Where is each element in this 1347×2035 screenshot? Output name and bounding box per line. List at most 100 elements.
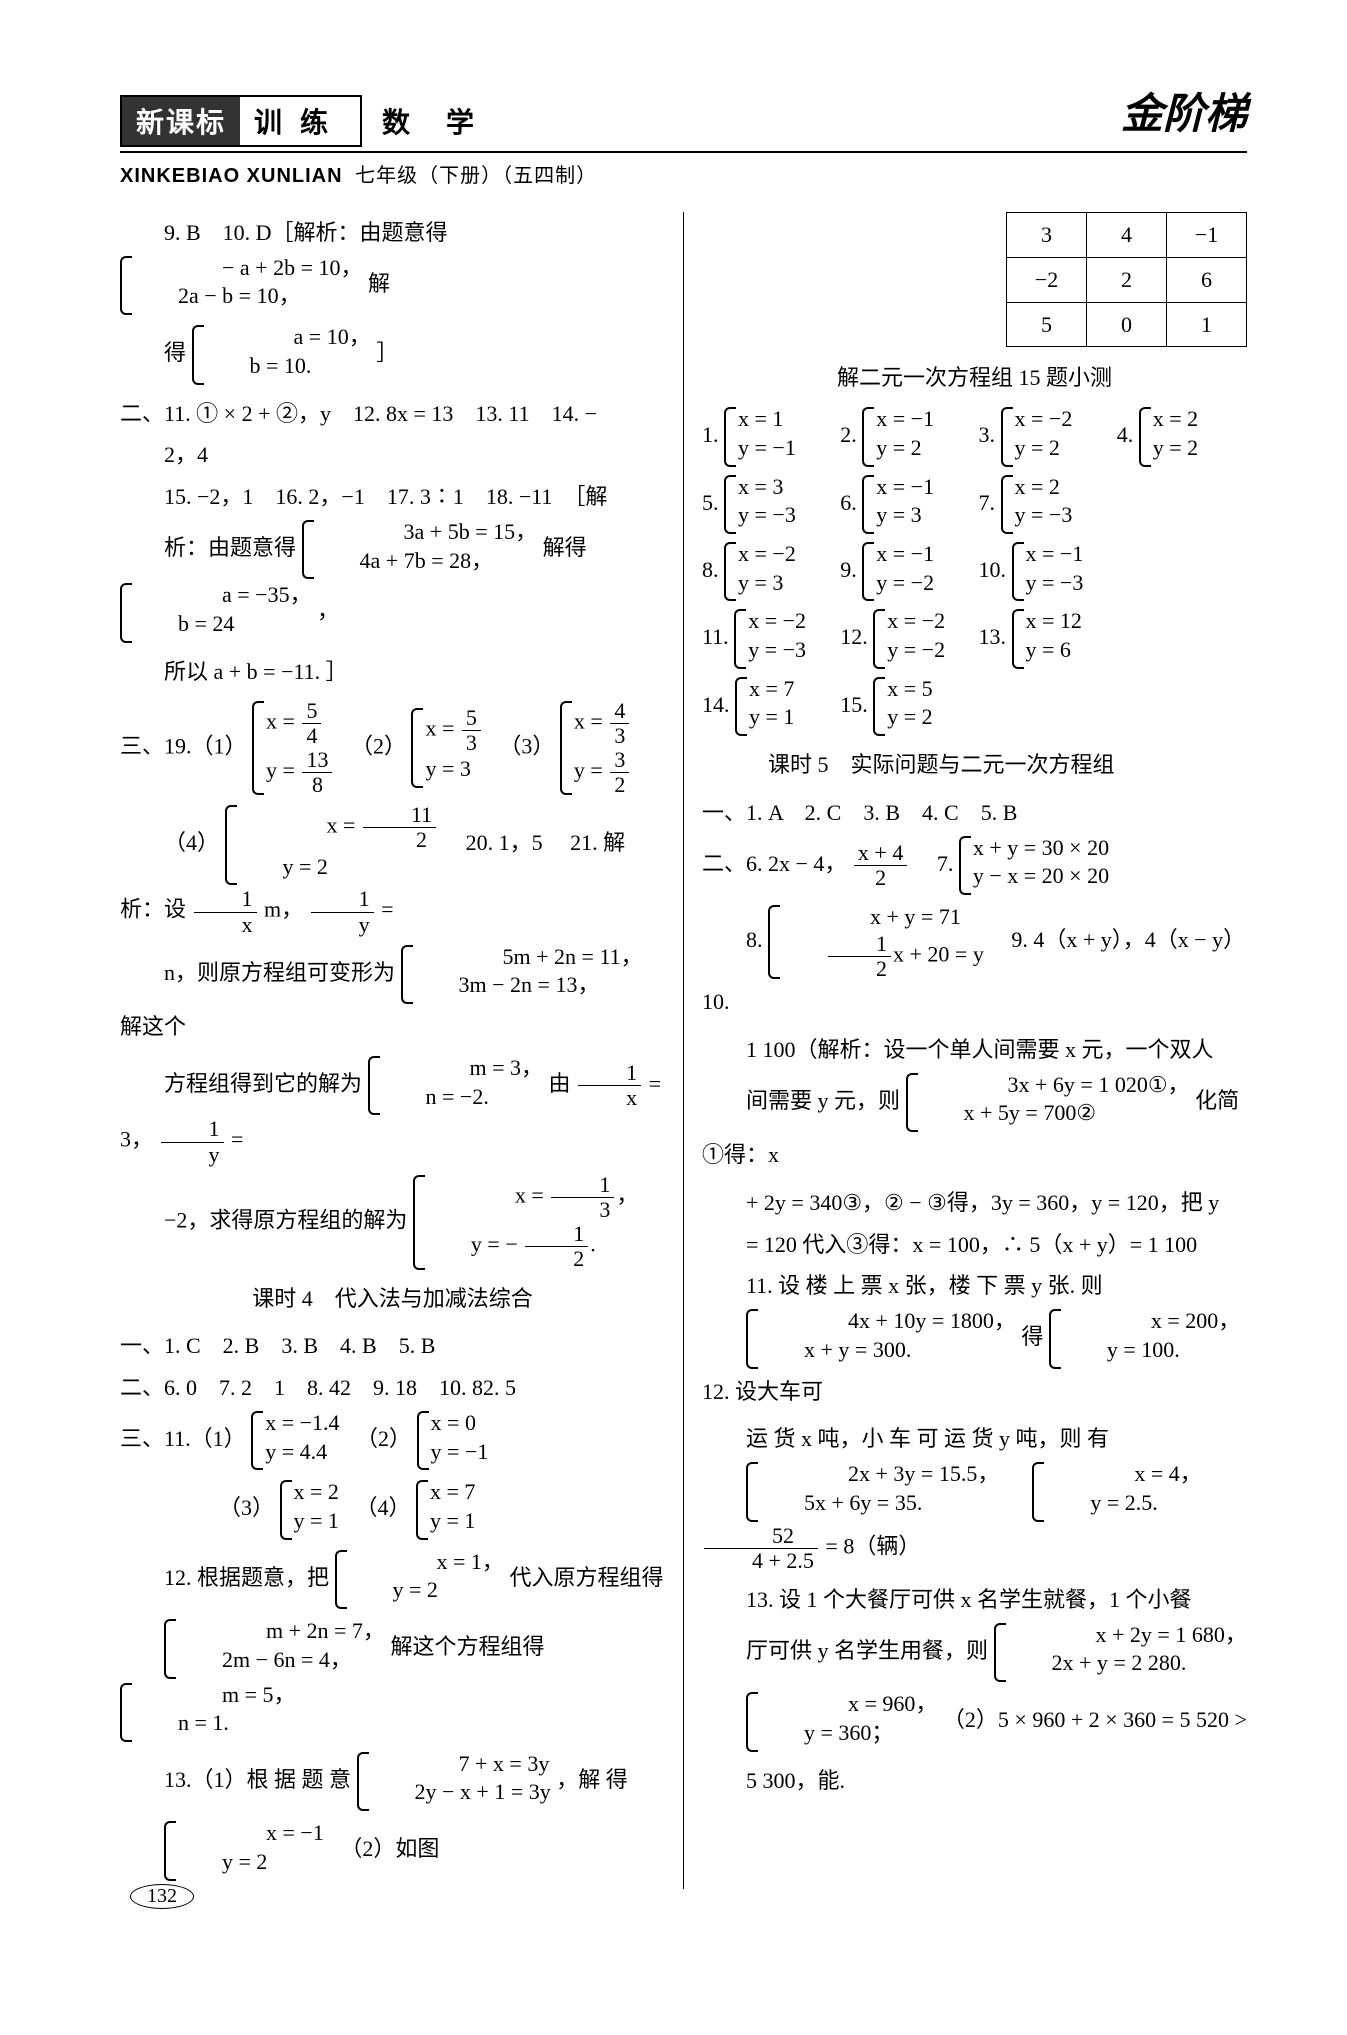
d: 4 + 2.5 [704,1549,818,1573]
n: 5 [302,699,321,724]
answer-item: 7. x = 2y = −3 [979,473,1109,536]
eq: y = 100. [1107,1337,1180,1362]
lesson4-title: 课时 4 代入法与加减法综合 [120,1278,665,1320]
text: 间需要 y 元，则 [746,1087,900,1112]
text: = 8（辆） [825,1533,920,1558]
text: m， [264,897,303,922]
l4-13: 13.（1）根 据 题 意 7 + x = 3y 2y − x + 1 = 3y… [120,1750,665,1813]
text: 解这个方程组得 [390,1634,544,1659]
title-light: 训练 [240,97,360,145]
answer-item: 14. x = 7y = 1 [702,675,832,738]
eq: x = 1， [437,1549,504,1574]
q9-10: 9. B 10. D［解析：由题意得 − a + 2b = 10， 2a − b… [120,212,665,317]
brace: 7 + x = 3y 2y − x + 1 = 3y [357,1750,551,1813]
title-box: 新课标 训练 [120,95,362,147]
eq: x = 2 [294,1479,339,1504]
d: 3 [551,1198,614,1222]
eq: 2a − b = 10， [178,283,301,308]
text: （2）5 × 960 + 2 × 360 = 5 520 > [943,1707,1247,1732]
brace: x + 2y = 1 680， 2x + y = 2 280. [994,1621,1247,1684]
l5-12b: 2x + 3y = 15.5， 5x + 6y = 35. x = 4， y =… [702,1460,1247,1573]
n: 3 [610,748,629,773]
cell: 0 [1087,302,1167,347]
brace: a = −35， b = 24 [120,581,312,644]
answer-item [1117,607,1247,670]
eq: x + y = 30 × 20 [973,835,1109,860]
brace: x = −1.4 y = 4.4 [251,1409,339,1472]
d: 3 [462,731,481,755]
sec2-line1: 二、11. ① × 2 + ②，y 12. 8x = 13 13. 11 14.… [120,393,665,435]
page-number-value: 132 [130,1884,194,1909]
eq: 7 + x = 3y [459,1751,550,1776]
d: 4 [302,724,321,748]
text: ，解 得 [556,1767,628,1792]
eq: 4a + 7b = 28， [360,548,494,573]
l5-13c: x = 960， y = 360； （2）5 × 960 + 2 × 360 =… [702,1690,1247,1753]
brace: 5m + 2n = 11， 3m − 2n = 13， [401,943,643,1006]
cell: 1 [1167,302,1247,347]
eq: b = 10. [250,353,312,378]
n: 1 [194,887,257,912]
eq: x = 960， [848,1691,937,1716]
sec2-line4: 析：由题意得 3a + 5b = 15， 4a + 7b = 28， 解得 a … [120,518,665,645]
s21-line3: 方程组得到它的解为 m = 3， n = −2. 由 1x = 3， 1y = [120,1054,665,1167]
eq: a = −35， [222,582,312,607]
answer-item: 8. x = −2y = 3 [702,540,832,603]
eq: 5m + 2n = 11， [503,944,643,969]
n: x + 4 [854,841,907,866]
eq: y = 2 [283,854,328,879]
answer-item: 6. x = −1y = 3 [840,473,970,536]
text: x + 20 = y [893,941,984,966]
text: 代入原方程组得 [509,1564,663,1589]
answer-item: 9. x = −1y = −2 [840,540,970,603]
n: 1 [828,932,891,957]
text: 解得 [543,535,587,560]
eq: 3m − 2n = 13， [459,972,600,997]
n: 1 [525,1222,588,1247]
n: 1 [161,1117,224,1142]
grade-label: 七年级（下册）（五四制） [355,165,597,187]
content: 9. B 10. D［解析：由题意得 − a + 2b = 10， 2a − b… [120,212,1247,1889]
answer-item: 12. x = −2y = −2 [840,607,970,670]
brace: x = 7 y = 1 [416,1478,475,1541]
eq: x = −1 [266,1820,324,1845]
eq: x + 2y = 1 680， [1096,1622,1247,1647]
cell: −2 [1007,257,1087,302]
text: 解这个 [120,1014,186,1039]
l4-sec2: 二、6. 0 7. 2 1 8. 42 9. 18 10. 82. 5 [120,1367,665,1409]
answer-item: 11. x = −2y = −3 [702,607,832,670]
brace: x = 200， y = 100. [1049,1307,1240,1370]
eq: n = 1. [178,1710,229,1735]
eq: y = 4.4 [265,1439,327,1464]
brace: 2x + 3y = 15.5， 5x + 6y = 35. [746,1460,999,1523]
brace: x = 53 y = 3 [411,706,482,790]
n: 5 [462,706,481,731]
text: x = [515,1183,549,1208]
eq: y = 2 [222,1849,267,1874]
answer-item: 5. x = 3y = −3 [702,473,832,536]
eq: 2x + 3y = 15.5， [848,1461,999,1486]
sec2-line5: 所以 a + b = −11. ］ [120,651,665,693]
page: 新课标 训练 数学 金阶梯 XINKEBIAO XUNLIAN 七年级（下册）（… [0,0,1347,1929]
n: 4 [610,699,629,724]
d: 2 [828,957,891,981]
brace: 3a + 5b = 15， 4a + 7b = 28， [302,518,538,581]
d: 2 [610,773,629,797]
eq: m + 2n = 7， [266,1618,385,1643]
text: 析：由题意得 [164,535,296,560]
sec2-line2: 2，4 [120,434,665,476]
l4-12b: m + 2n = 7， 2m − 6n = 4， 解这个方程组得 m = 5， … [120,1617,665,1744]
text: ， [616,1183,638,1208]
eq: a = 10， [294,324,371,349]
l5-10a: 1 100（解析：设一个单人间需要 x 元，一个双人 [702,1029,1247,1071]
brace: m = 5， n = 1. [120,1681,296,1744]
text: 9. B 10. D［解析：由题意得 [164,220,448,245]
s21-line2: n，则原方程组可变形为 5m + 2n = 11， 3m − 2n = 13， … [120,943,665,1048]
n: 52 [704,1524,818,1549]
sec3-19: 三、19.（1） x = 54 y = 138 （2） x = 53 y = 3… [120,699,665,798]
answer-item: 13. x = 12y = 6 [979,607,1109,670]
n: 11 [363,803,436,828]
eq: 2m − 6n = 4， [222,1647,352,1672]
sec2-line3: 15. −2，1 16. 2，−1 17. 3∶1 18. −11 ［解 [120,476,665,518]
brace: x = 0 y = −1 [417,1409,489,1472]
